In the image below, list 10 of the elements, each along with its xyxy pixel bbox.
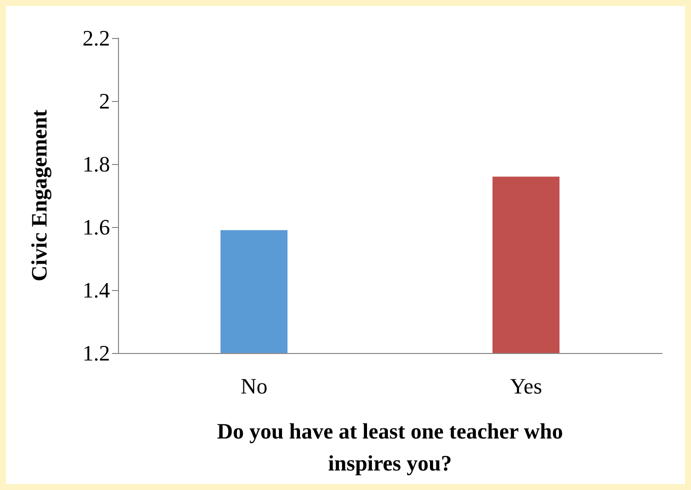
x-tick-label: Yes (510, 374, 542, 398)
y-tick-label: 1.8 (82, 152, 110, 176)
x-axis-title: Do you have at least one teacher who inspires you? (216, 418, 564, 476)
y-axis-title: Civic Engagement (26, 108, 52, 282)
x-tick-label: No (240, 374, 268, 398)
y-tick-label: 1.2 (82, 340, 110, 366)
y-tick-label: 2.2 (82, 26, 110, 50)
y-tick-label: 1.4 (82, 278, 110, 302)
y-tick-label: 2 (99, 88, 110, 114)
y-tick-label: 1.6 (82, 214, 110, 240)
